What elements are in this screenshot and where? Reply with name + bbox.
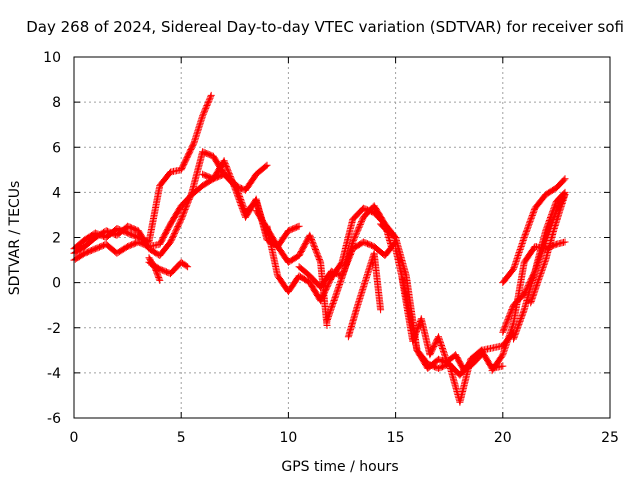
- x-axis-label: GPS time / hours: [281, 459, 398, 475]
- y-tick-label: 8: [52, 95, 61, 111]
- x-tick-label: 25: [601, 430, 619, 446]
- y-tick-label: 2: [52, 231, 61, 247]
- series-track-n: [398, 274, 485, 375]
- marker-path: [377, 220, 517, 379]
- y-tick-label: -4: [47, 366, 61, 382]
- x-tick-label: 10: [279, 430, 297, 446]
- marker-path: [398, 274, 485, 375]
- x-tick-label: 5: [177, 430, 186, 446]
- marker-path: [145, 254, 164, 284]
- series-track-p: [499, 175, 569, 287]
- series-track-s: [527, 191, 569, 307]
- marker-path: [344, 249, 385, 341]
- marker-path: [252, 206, 331, 329]
- data-markers: [70, 91, 569, 406]
- y-tick-label: 4: [52, 185, 61, 201]
- y-tick-label: -6: [47, 411, 61, 427]
- series-track-h: [252, 206, 331, 329]
- axis-ticks: 0 5 10 15 20 25 -6 -4 -2 0 2 4 6 8 10: [43, 50, 619, 446]
- series-track-a: [70, 91, 215, 253]
- y-tick-label: 0: [52, 276, 61, 292]
- grid-lines: [74, 57, 610, 418]
- y-axis-label: SDTVAR / TECUs: [7, 181, 23, 296]
- x-tick-label: 0: [70, 430, 79, 446]
- series-track-l: [377, 220, 517, 379]
- y-tick-label: 10: [43, 50, 61, 66]
- marker-path: [70, 91, 215, 253]
- y-tick-label: 6: [52, 140, 61, 156]
- series-track-e: [145, 254, 164, 284]
- x-tick-label: 15: [387, 430, 405, 446]
- x-tick-label: 20: [494, 430, 512, 446]
- y-tick-label: -2: [47, 321, 61, 337]
- marker-path: [527, 191, 569, 307]
- chart-title: Day 268 of 2024, Sidereal Day-to-day VTE…: [26, 18, 624, 36]
- marker-path: [499, 175, 569, 287]
- series-track-k: [344, 249, 385, 341]
